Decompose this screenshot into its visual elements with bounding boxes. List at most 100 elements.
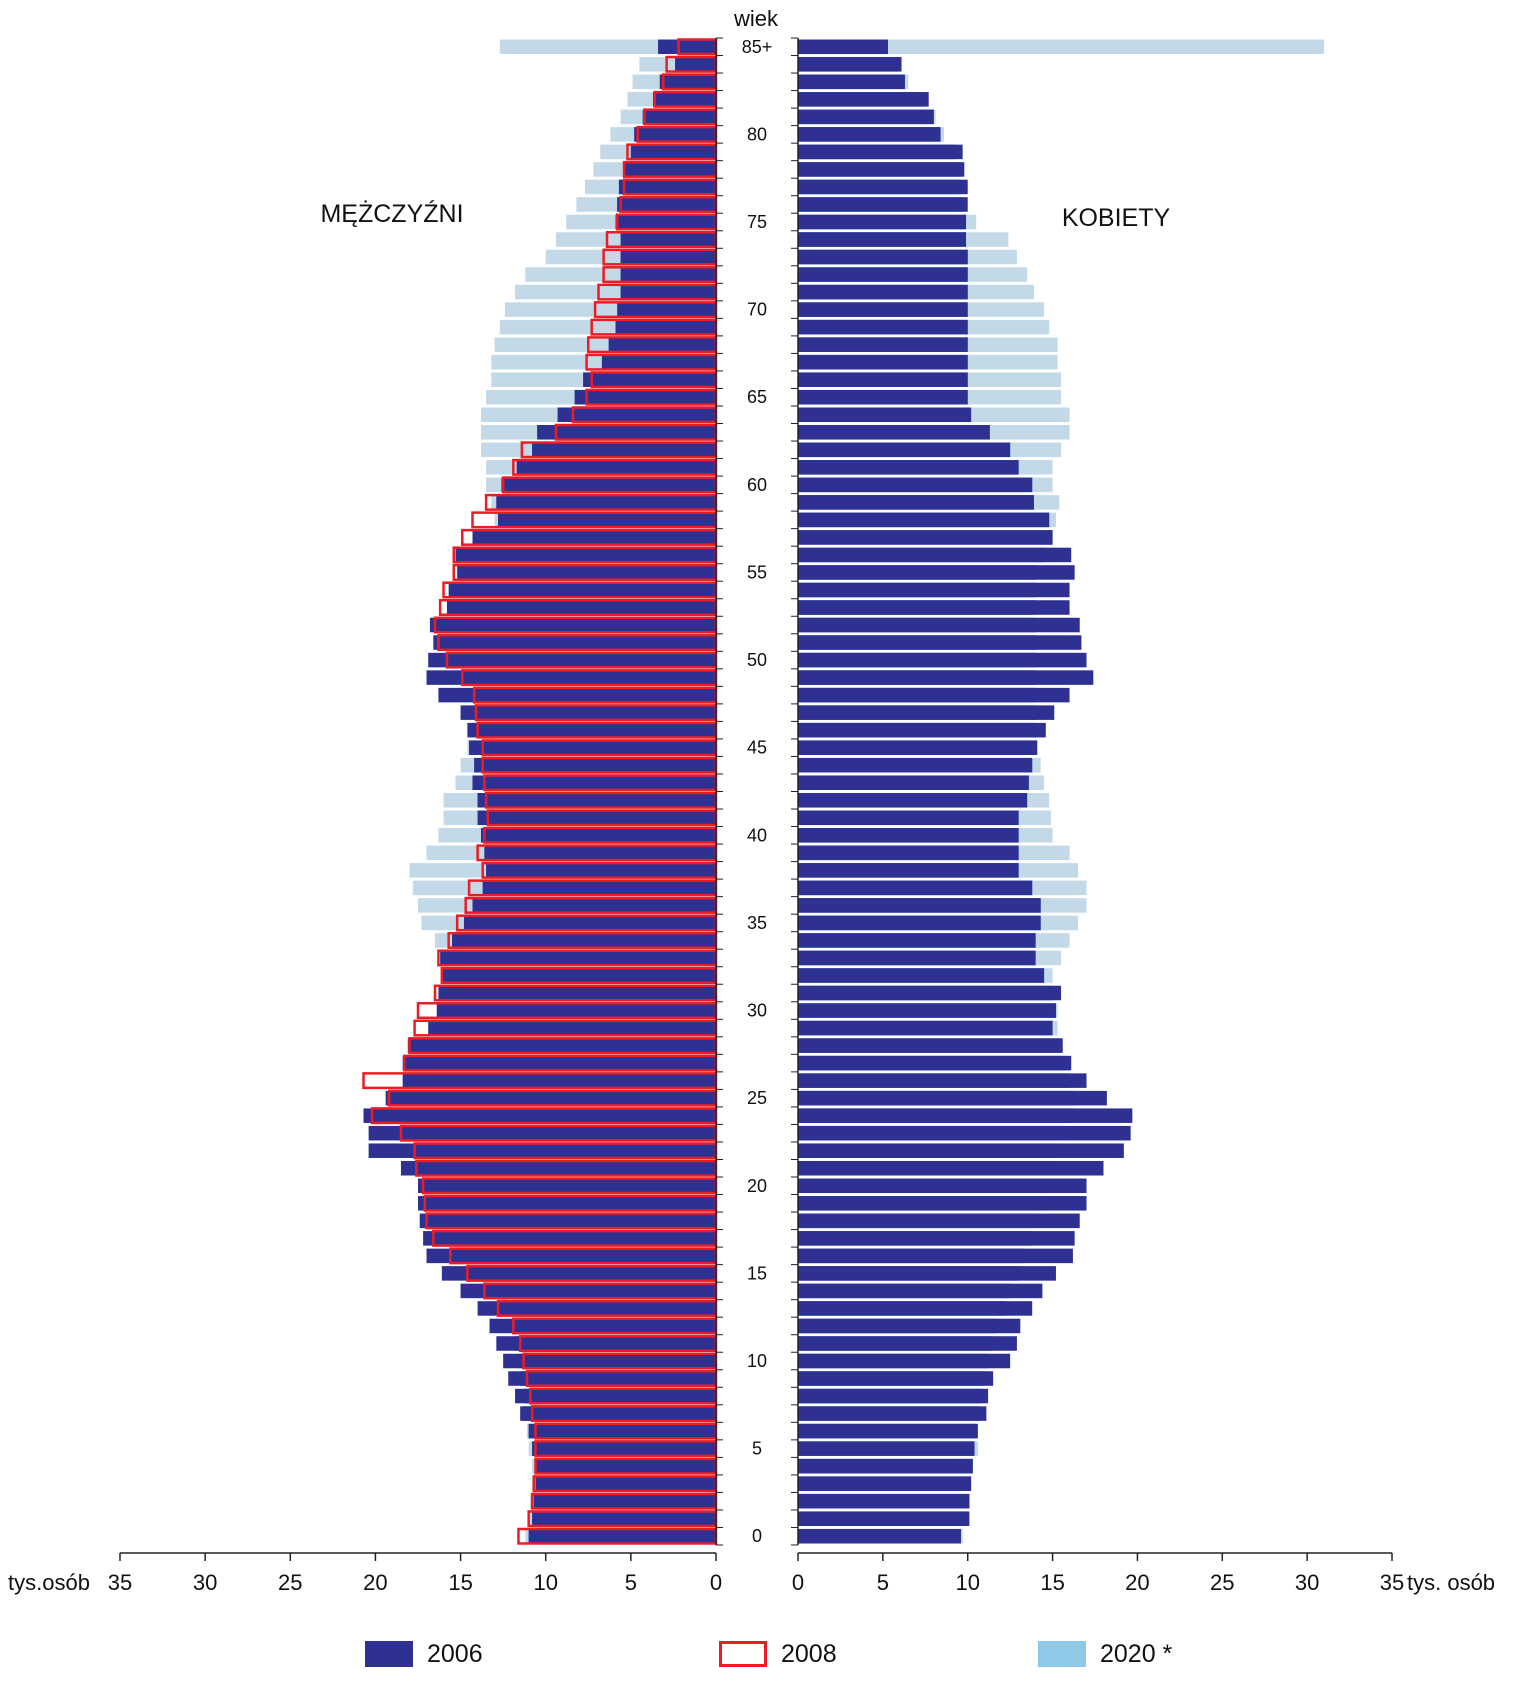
age-tick-label: 65	[747, 387, 767, 407]
bar-2006-men-age-8	[515, 1388, 716, 1404]
legend-item-2020: 2020 *	[1038, 1634, 1172, 1674]
bar-2006-men-age-31	[438, 985, 716, 1001]
bar-2006-women-age-35	[798, 915, 1041, 931]
bar-2006-women-age-56	[798, 547, 1072, 563]
bar-2006-men-age-61	[516, 460, 716, 475]
women-panel-label: KOBIETY	[1062, 204, 1171, 232]
age-tick-label: 35	[747, 913, 767, 933]
bar-2006-women-age-1	[798, 1511, 970, 1526]
bar-2006-men-age-67	[601, 354, 716, 370]
bar-2006-women-age-84	[798, 57, 902, 72]
bar-2006-women-age-32	[798, 968, 1045, 983]
right-x-tick-label: 15	[1040, 1570, 1064, 1595]
bar-2006-men-age-38	[486, 863, 716, 878]
legend-swatch-2006	[365, 1641, 413, 1667]
bar-2006-men-age-37	[482, 880, 716, 896]
bar-2006-men-age-19	[418, 1196, 716, 1211]
bar-2006-men-age-83	[659, 74, 716, 90]
bar-2006-men-age-32	[441, 968, 716, 983]
bar-2006-men-age-15	[441, 1266, 716, 1281]
bar-2006-women-age-18	[798, 1213, 1080, 1229]
age-tick-label: 40	[747, 825, 767, 845]
age-tick-label: 5	[752, 1439, 762, 1459]
bar-2006-women-age-30	[798, 1003, 1056, 1018]
bar-2006-men-age-48	[438, 687, 716, 703]
bar-2006-men-age-13	[477, 1301, 716, 1316]
bar-2006-men-age-82	[652, 92, 716, 107]
bar-2006-women-age-7	[798, 1406, 987, 1421]
bar-2006-men-age-23	[368, 1125, 716, 1141]
age-tick-label: 0	[752, 1526, 762, 1546]
age-tick-label: 75	[747, 212, 767, 232]
age-tick-label: 70	[747, 300, 767, 320]
bar-2006-men-age-26	[402, 1073, 716, 1088]
bar-2006-men-age-0	[528, 1528, 716, 1544]
age-tick-label: 60	[747, 475, 767, 495]
bar-2006-women-age-77	[798, 179, 968, 195]
left-x-tick-label: 25	[278, 1570, 302, 1595]
bar-2006-women-age-48	[798, 687, 1070, 703]
bar-2006-men-age-63	[537, 425, 716, 440]
bar-2006-men-age-47	[460, 705, 716, 720]
bar-2006-men-age-28	[407, 1038, 716, 1053]
bar-2006-men-age-53	[446, 600, 716, 615]
bar-2006-women-age-83	[798, 74, 905, 90]
legend-item-2008: 2008	[719, 1634, 837, 1674]
legend-swatch-2008	[719, 1641, 767, 1667]
bar-2006-women-age-74	[798, 232, 967, 247]
bar-2006-men-age-81	[642, 109, 716, 125]
bar-2006-men-age-12	[489, 1318, 716, 1334]
bar-2006-women-age-13	[798, 1301, 1033, 1316]
legend-label-2020: 2020 *	[1100, 1639, 1173, 1668]
bar-2006-women-age-6	[798, 1423, 978, 1439]
bar-2006-men-age-80	[634, 127, 716, 142]
left-x-tick-label: 10	[533, 1570, 557, 1595]
bar-2006-men-age-64	[557, 407, 716, 423]
bar-2006-women-age-62	[798, 442, 1011, 458]
bar-2006-men-age-70	[617, 302, 716, 317]
bar-2006-women-age-16	[798, 1248, 1073, 1264]
bar-2006-women-age-68	[798, 337, 968, 352]
bar-2006-men-age-51	[433, 635, 716, 650]
bar-2006-men-age-77	[618, 179, 716, 195]
bar-2006-women-age-38	[798, 863, 1019, 878]
legend-label-2008: 2008	[781, 1639, 837, 1668]
bar-2006-women-age-57	[798, 530, 1053, 545]
bar-2006-men-age-42	[477, 793, 716, 808]
bar-2006-men-age-66	[583, 372, 716, 387]
bar-2006-men-age-76	[617, 197, 716, 212]
bar-2006-men-age-46	[467, 722, 716, 738]
y-axis-title: wiek	[733, 6, 779, 31]
bar-2006-women-age-3	[798, 1476, 972, 1491]
bar-2006-men-age-65	[574, 389, 716, 405]
age-tick-label: 55	[747, 562, 767, 582]
bar-2006-women-age-82	[798, 92, 929, 107]
bar-2006-women-age-51	[798, 635, 1082, 650]
bar-2006-men-age-55	[457, 565, 716, 580]
bar-2006-women-age-20	[798, 1178, 1087, 1194]
bar-2006-men-age-56	[455, 547, 716, 563]
bar-2006-women-age-23	[798, 1125, 1131, 1141]
bar-2006-women-age-9	[798, 1371, 994, 1386]
bar-2006-women-age-79	[798, 144, 963, 160]
bar-2006-women-age-70	[798, 302, 968, 317]
bar-2006-women-age-41	[798, 810, 1019, 826]
bar-2006-men-age-72	[620, 267, 716, 282]
age-tick-label: 20	[747, 1176, 767, 1196]
bar-2006-men-age-33	[440, 950, 716, 966]
bar-2006-women-age-85+	[798, 39, 888, 55]
bar-2006-women-age-31	[798, 985, 1062, 1001]
bar-2006-men-age-75	[615, 214, 716, 230]
bar-2006-men-age-50	[428, 652, 716, 668]
right-x-tick-label: 35	[1380, 1570, 1404, 1595]
bar-2006-women-age-75	[798, 214, 967, 230]
bar-2006-women-age-4	[798, 1458, 973, 1474]
right-x-tick-label: 25	[1210, 1570, 1234, 1595]
bar-2006-women-age-15	[798, 1266, 1056, 1281]
bar-2006-men-age-5	[532, 1441, 716, 1456]
bar-2006-women-age-54	[798, 582, 1070, 598]
bar-2006-men-age-35	[463, 915, 716, 931]
bar-2006-women-age-76	[798, 197, 968, 212]
bar-2006-women-age-17	[798, 1231, 1075, 1246]
bar-2006-women-age-64	[798, 407, 972, 423]
